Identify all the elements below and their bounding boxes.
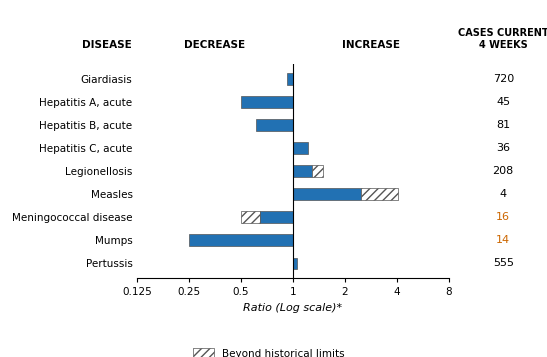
Bar [312, 165, 323, 177]
Text: DECREASE: DECREASE [184, 40, 245, 50]
Bar [293, 165, 312, 177]
Text: 208: 208 [493, 166, 514, 176]
Text: DISEASE: DISEASE [82, 40, 131, 50]
Bar [293, 188, 362, 200]
Text: 4: 4 [499, 190, 507, 200]
Bar [362, 188, 398, 200]
Bar [255, 119, 293, 131]
Text: 14: 14 [496, 236, 510, 246]
Bar [260, 211, 293, 223]
Bar [293, 142, 307, 154]
Bar [189, 235, 293, 246]
Text: 81: 81 [496, 120, 510, 130]
Bar [241, 211, 260, 223]
Bar [293, 257, 297, 270]
Bar [287, 73, 293, 85]
Text: 720: 720 [493, 74, 514, 84]
X-axis label: Ratio (Log scale)*: Ratio (Log scale)* [243, 303, 342, 313]
Text: 45: 45 [496, 97, 510, 107]
Text: INCREASE: INCREASE [341, 40, 400, 50]
Text: 36: 36 [496, 143, 510, 153]
Bar [241, 96, 293, 108]
Legend: Beyond historical limits: Beyond historical limits [189, 344, 349, 357]
Text: CASES CURRENT
4 WEEKS: CASES CURRENT 4 WEEKS [458, 28, 547, 50]
Text: 555: 555 [493, 258, 514, 268]
Text: 16: 16 [496, 212, 510, 222]
